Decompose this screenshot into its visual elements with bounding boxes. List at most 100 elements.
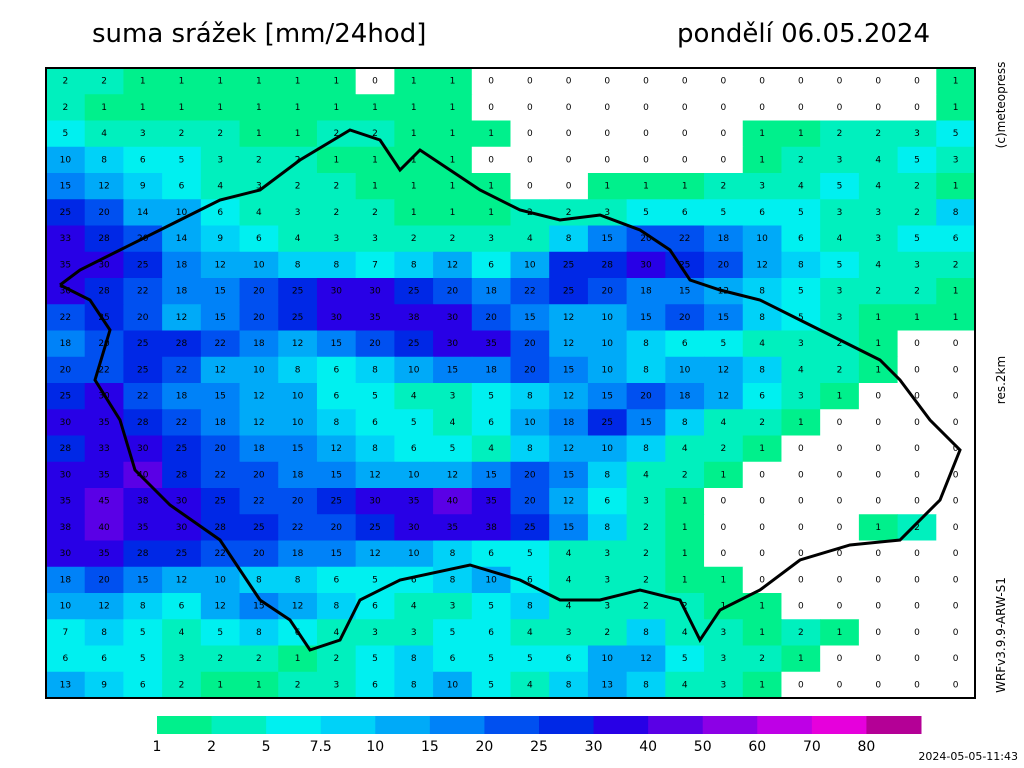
cell-value: 8 [604, 523, 610, 533]
cell-value: 35 [98, 418, 109, 428]
precip-cell [665, 514, 705, 541]
cell-value: 2 [411, 234, 417, 244]
cell-value: 4 [798, 182, 804, 192]
precip-cell [278, 199, 318, 226]
precip-cell [858, 409, 899, 436]
cell-value: 0 [759, 103, 765, 113]
cell-value: 25 [679, 260, 690, 270]
cell-value: 15 [214, 313, 225, 323]
cell-value: 1 [411, 182, 417, 192]
precip-cell [278, 330, 318, 358]
precip-cell [46, 671, 86, 699]
precip-cell [471, 645, 511, 673]
precip-cell [123, 593, 163, 620]
cell-value: 8 [798, 260, 804, 270]
cell-value: 1 [411, 103, 417, 113]
cell-value: 0 [566, 155, 572, 165]
cell-value: 35 [60, 497, 71, 507]
cell-value: 35 [447, 523, 458, 533]
cell-value: 35 [485, 497, 496, 507]
cell-value: 2 [953, 260, 959, 270]
cell-value: 0 [914, 339, 920, 349]
precip-cell [123, 120, 163, 148]
legend-label: 15 [421, 739, 439, 755]
cell-value: 0 [721, 155, 727, 165]
cell-value: 38 [137, 497, 149, 507]
cell-value: 22 [137, 392, 148, 402]
cell-value: 0 [527, 182, 533, 192]
cell-value: 20 [60, 365, 72, 375]
cell-value: 3 [295, 208, 301, 218]
precip-cell [239, 645, 279, 673]
precip-cell [510, 304, 550, 331]
cell-value: 18 [176, 260, 188, 270]
precip-cell [355, 68, 395, 95]
legend-label: 60 [748, 739, 766, 755]
precip-cell [858, 461, 899, 489]
cell-value: 0 [914, 575, 920, 585]
precip-cell [200, 671, 241, 699]
cell-value: 0 [875, 392, 881, 402]
cell-value: 25 [292, 287, 303, 297]
precip-cell [278, 251, 318, 279]
cell-value: 10 [524, 418, 536, 428]
precip-cell [162, 409, 202, 436]
cell-value: 12 [98, 182, 109, 192]
precip-cell [665, 94, 705, 121]
cell-value: 10 [602, 654, 614, 664]
precip-cell [239, 304, 279, 331]
precip-cell [278, 356, 318, 384]
cell-value: 15 [563, 470, 574, 480]
precip-cell [46, 514, 86, 541]
cell-value: 2 [604, 628, 610, 638]
precip-cell [278, 409, 318, 436]
precip-cell [355, 435, 395, 463]
precip-cell [123, 251, 163, 279]
cell-value: 1 [450, 155, 456, 165]
cell-value: 12 [292, 339, 303, 349]
precip-cell [897, 199, 937, 226]
cell-value: 25 [60, 392, 71, 402]
cell-value: 4 [759, 339, 765, 349]
legend-label: 10 [366, 739, 384, 755]
cell-value: 8 [450, 575, 456, 585]
precip-cell [665, 671, 705, 699]
cell-value: 0 [914, 470, 920, 480]
precip-cell [626, 225, 666, 253]
cell-value: 3 [604, 208, 610, 218]
precip-cell [820, 68, 860, 95]
precip-cell [820, 94, 860, 121]
cell-value: 5 [488, 392, 494, 402]
precip-cell [587, 173, 628, 200]
precip-cell [433, 540, 473, 568]
legend-swatch [320, 716, 376, 734]
cell-value: 0 [604, 103, 610, 113]
precip-cell [704, 146, 744, 174]
precip-cell [46, 409, 86, 436]
cell-value: 3 [721, 628, 727, 638]
cell-value: 6 [411, 444, 417, 454]
precip-cell [471, 514, 511, 541]
cell-value: 0 [759, 575, 765, 585]
precip-cell [587, 146, 628, 174]
precip-cell [278, 435, 318, 463]
cell-value: 0 [372, 77, 378, 87]
cell-value: 15 [331, 470, 342, 480]
cell-value: 18 [640, 287, 652, 297]
precip-cell [200, 514, 241, 541]
precip-cell [239, 514, 279, 541]
precip-cell [781, 435, 821, 463]
cell-value: 20 [292, 497, 304, 507]
cell-value: 0 [914, 654, 920, 664]
precip-cell [162, 94, 202, 121]
cell-value: 2 [759, 654, 765, 664]
precip-cell [433, 146, 473, 174]
precip-cell [355, 566, 395, 594]
cell-value: 10 [447, 680, 459, 690]
cell-value: 5 [643, 208, 649, 218]
cell-value: 0 [682, 155, 688, 165]
cell-value: 4 [643, 470, 649, 480]
cell-value: 6 [217, 208, 223, 218]
precip-cell [278, 383, 318, 410]
